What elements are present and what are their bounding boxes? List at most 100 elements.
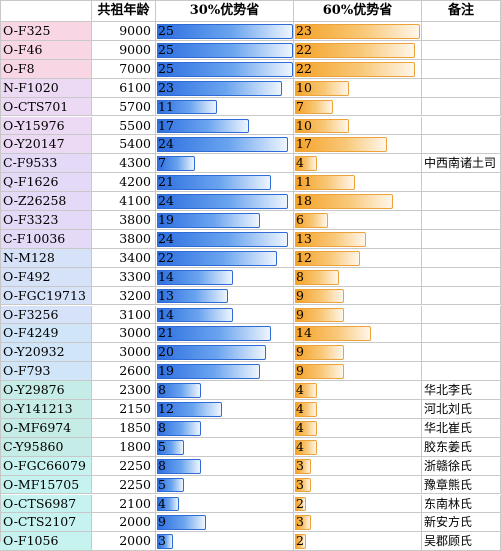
row-name: Q-F1626: [0, 173, 92, 193]
bar-pct60: [295, 99, 333, 115]
row-pct60-cell: 9: [294, 305, 422, 325]
row-note: 东南林氏: [422, 494, 501, 514]
row-name: O-F46: [0, 40, 92, 60]
bar-pct30-label: 8: [158, 457, 166, 473]
bar-pct30: [157, 458, 201, 474]
row-name: O-F3323: [0, 211, 92, 230]
row-age: 1800: [92, 437, 156, 457]
row-pct30-cell: 5: [156, 475, 294, 495]
row-pct30-cell: 25: [156, 22, 294, 41]
bar-pct30: [157, 383, 201, 398]
bar-pct30: [157, 288, 228, 304]
row-note: [422, 78, 501, 98]
bar-pct30: [157, 99, 217, 115]
row-name: O-Y141213: [0, 400, 92, 419]
bar-pct60-label: 3: [296, 457, 304, 473]
row-note: [422, 116, 501, 136]
row-age: 1850: [92, 418, 156, 438]
row-pct60-cell: 17: [294, 135, 422, 155]
row-age: 4100: [92, 192, 156, 211]
row-pct60-cell: 4: [294, 418, 422, 438]
row-pct60-cell: 3: [294, 456, 422, 476]
row-name: O-MF6974: [0, 418, 92, 438]
row-age: 2250: [92, 456, 156, 476]
bar-pct30-label: 23: [158, 79, 174, 95]
row-pct30-cell: 19: [156, 362, 294, 382]
row-age: 3000: [92, 343, 156, 363]
row-name: O-Z26258: [0, 192, 92, 211]
bar-pct30: [157, 269, 233, 285]
bar-pct60: [295, 383, 317, 398]
bar-pct30-label: 7: [158, 155, 166, 171]
bar-pct60-label: 6: [296, 212, 304, 227]
bar-pct30: [157, 213, 260, 228]
bar-pct30: [157, 477, 184, 493]
row-pct30-cell: 8: [156, 456, 294, 476]
bar-pct60: [295, 288, 344, 304]
row-note: [422, 305, 501, 325]
row-note: [422, 173, 501, 193]
bar-pct60: [295, 42, 415, 58]
row-note: 豫章熊氏: [422, 475, 501, 495]
row-note: [422, 192, 501, 211]
row-pct30-cell: 24: [156, 229, 294, 249]
bar-pct30: [157, 345, 266, 361]
bar-pct60: [295, 175, 355, 191]
row-note: [422, 97, 501, 117]
row-note: [422, 343, 501, 363]
row-pct30-cell: 19: [156, 211, 294, 230]
row-note: [422, 211, 501, 230]
row-note: [422, 267, 501, 287]
row-pct30-cell: 11: [156, 97, 294, 117]
row-age: 7000: [92, 59, 156, 79]
bar-pct30-label: 3: [158, 533, 166, 549]
row-name: O-FGC66079: [0, 456, 92, 476]
row-age: 2300: [92, 381, 156, 400]
bar-pct60-label: 9: [296, 344, 304, 360]
row-note: [422, 135, 501, 155]
bar-pct60-label: 9: [296, 363, 304, 379]
bar-pct30-label: 4: [158, 495, 166, 511]
bar-pct30: [157, 61, 293, 77]
row-pct60-cell: 22: [294, 40, 422, 60]
bar-pct60-label: 9: [296, 287, 304, 303]
bar-pct60-label: 22: [296, 60, 312, 76]
row-name: O-MF15705: [0, 475, 92, 495]
bar-pct30-label: 20: [158, 344, 174, 360]
row-pct60-cell: 6: [294, 211, 422, 230]
row-name: O-F325: [0, 22, 92, 41]
row-age: 4300: [92, 154, 156, 174]
bar-pct30-label: 17: [158, 117, 174, 133]
row-pct60-cell: 3: [294, 513, 422, 533]
bar-pct30: [157, 515, 206, 531]
row-name: C-Y95860: [0, 437, 92, 457]
row-pct60-cell: 10: [294, 116, 422, 136]
row-pct60-cell: 4: [294, 437, 422, 457]
row-pct60-cell: 10: [294, 78, 422, 98]
bar-pct60: [295, 439, 317, 455]
bar-pct60: [295, 307, 344, 323]
bar-pct30-label: 25: [158, 41, 174, 57]
bar-pct60-label: 4: [296, 155, 304, 171]
bar-pct60-label: 12: [296, 249, 312, 265]
bar-pct30: [157, 420, 201, 436]
row-name: O-F4249: [0, 324, 92, 344]
bar-pct60: [295, 269, 339, 285]
row-age: 2100: [92, 494, 156, 514]
row-pct60-cell: 23: [294, 22, 422, 41]
header-30pct: 30%优势省: [156, 0, 294, 22]
row-name: O-F3256: [0, 305, 92, 325]
row-pct30-cell: 8: [156, 418, 294, 438]
bar-pct60: [295, 477, 311, 493]
bar-pct30: [157, 137, 288, 153]
bar-pct30: [157, 194, 288, 209]
bar-pct60-label: 4: [296, 401, 304, 416]
bar-pct30-label: 22: [158, 249, 174, 265]
row-pct60-cell: 13: [294, 229, 422, 249]
row-pct30-cell: 21: [156, 324, 294, 344]
bar-pct30-label: 19: [158, 212, 174, 227]
row-note: [422, 362, 501, 382]
bar-pct30: [157, 307, 233, 323]
row-note: 中西南诸土司: [422, 154, 501, 174]
